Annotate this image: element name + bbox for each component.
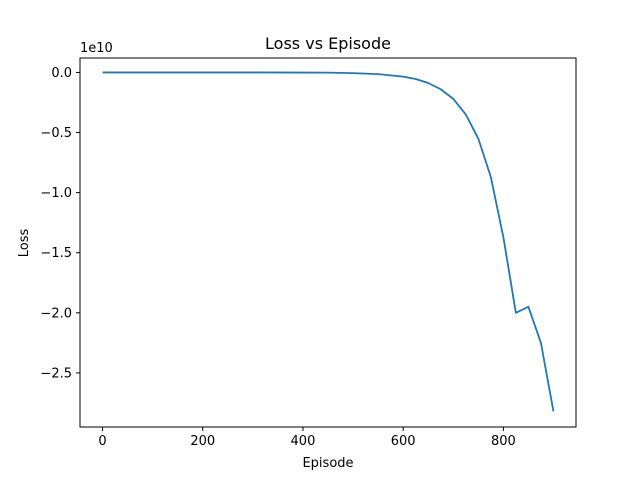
y-tick-label: 0.0 xyxy=(51,66,72,81)
x-tick-label: 200 xyxy=(190,434,215,449)
plot-area: 0 200 400 600 800 0.0 −0.5 −1.0 −1.5 −2.0 −2.5 xyxy=(40,57,577,449)
chart-title: Loss vs Episode xyxy=(265,34,391,53)
y-tick-label: −0.5 xyxy=(40,126,72,141)
series-layer xyxy=(102,71,555,412)
y-offset-label: 1e10 xyxy=(80,41,113,56)
y-axis-label: Loss xyxy=(17,229,32,258)
x-axis-ticks: 0 200 400 600 800 xyxy=(98,427,516,449)
axes-frame xyxy=(79,57,577,428)
y-axis-ticks: 0.0 −0.5 −1.0 −1.5 −2.0 −2.5 xyxy=(40,66,80,381)
loss-series-line xyxy=(102,71,555,412)
x-tick-label: 800 xyxy=(491,434,516,449)
y-tick-label: −1.5 xyxy=(40,246,72,261)
x-tick-label: 0 xyxy=(98,434,106,449)
x-tick-label: 400 xyxy=(291,434,316,449)
x-axis-label: Episode xyxy=(302,456,353,471)
y-tick-label: −1.0 xyxy=(40,186,72,201)
y-tick-label: −2.0 xyxy=(40,306,72,321)
y-tick-label: −2.5 xyxy=(40,366,72,381)
x-tick-label: 600 xyxy=(391,434,416,449)
